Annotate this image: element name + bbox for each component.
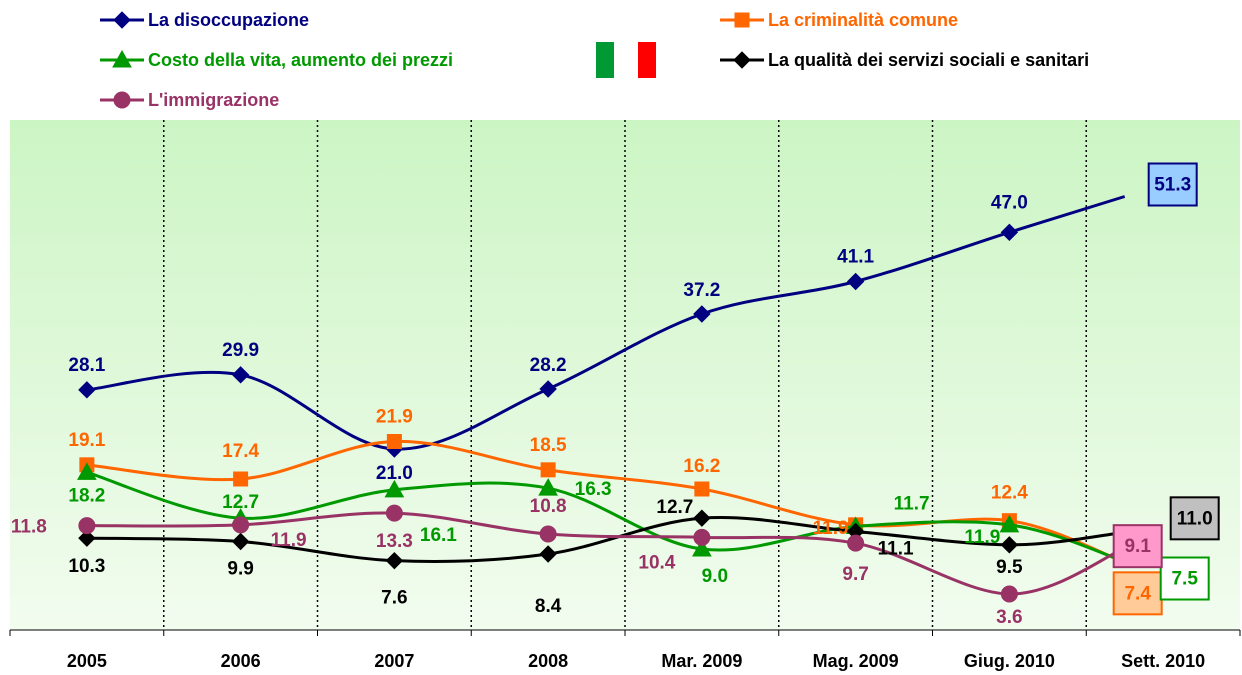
data-label: 13.3: [376, 531, 413, 552]
data-label: 41.1: [837, 247, 874, 268]
marker: [231, 532, 250, 551]
data-label: 10.3: [68, 556, 105, 577]
data-label: 7.6: [381, 588, 407, 609]
marker: [693, 305, 711, 323]
label-box: [1159, 556, 1210, 601]
data-label: 11.7: [894, 494, 930, 515]
marker: [539, 545, 557, 563]
data-label: 16.1: [420, 525, 457, 546]
data-label: 11.0: [1177, 508, 1213, 529]
data-label: 9.9: [227, 559, 253, 580]
legend-label: La qualità dei servizi sociali e sanitar…: [768, 50, 1089, 70]
data-label: 11.1: [878, 539, 914, 560]
marker: [693, 528, 711, 546]
legend-label: Costo della vita, aumento dei prezzi: [148, 50, 453, 70]
label-box: [1112, 571, 1163, 616]
marker: [1000, 536, 1019, 554]
legend-label: L'immigrazione: [148, 90, 279, 110]
data-label: 12.7: [656, 497, 693, 518]
line: [86, 439, 1126, 564]
marker: [692, 538, 712, 557]
legend-label: La criminalità comune: [768, 10, 958, 30]
legend-label: La disoccupazione: [148, 10, 309, 30]
marker: [846, 272, 865, 291]
data-label: 10.4: [638, 552, 675, 573]
data-label: 47.0: [991, 192, 1028, 213]
label-box: [1169, 496, 1220, 541]
x-tick-label: 2006: [221, 651, 261, 671]
data-label: 16.3: [575, 479, 612, 500]
data-label: 28.1: [68, 355, 105, 376]
data-label: 11.9: [271, 530, 307, 551]
marker: [734, 12, 750, 28]
marker: [112, 49, 132, 68]
marker: [540, 462, 556, 478]
marker: [1000, 223, 1019, 242]
x-tick-label: Giug. 2010: [964, 651, 1055, 671]
data-label: 18.5: [530, 435, 567, 456]
marker: [78, 381, 96, 399]
data-label: 21.0: [376, 463, 413, 484]
marker: [999, 514, 1020, 533]
data-label: 3.6: [996, 607, 1022, 628]
data-label: 9.5: [996, 557, 1023, 578]
marker: [847, 534, 865, 552]
marker: [693, 509, 711, 527]
marker: [231, 366, 250, 384]
marker: [733, 51, 751, 69]
data-label: 18.2: [68, 485, 105, 506]
marker: [539, 380, 557, 398]
marker: [233, 471, 249, 487]
marker: [1000, 585, 1018, 603]
data-label: 29.9: [222, 340, 259, 361]
x-tick-label: Mar. 2009: [661, 651, 742, 671]
flag: [596, 42, 656, 78]
marker: [385, 551, 404, 570]
data-label: 28.2: [530, 355, 567, 376]
line: [86, 195, 1126, 451]
data-label: 19.1: [68, 430, 105, 451]
x-tick-label: Sett. 2010: [1121, 651, 1205, 671]
data-label: 10.8: [530, 496, 567, 517]
data-label: 37.2: [683, 280, 720, 301]
marker: [78, 529, 96, 547]
marker: [77, 462, 97, 480]
line: [86, 470, 1126, 563]
x-tick-label: 2005: [67, 651, 107, 671]
label-box: [1147, 162, 1198, 207]
data-label: 12.4: [991, 483, 1028, 504]
data-label: 17.4: [222, 441, 259, 462]
marker: [386, 434, 402, 449]
line: [86, 511, 1126, 596]
data-label: 51.3: [1154, 175, 1191, 196]
data-label: 9.7: [842, 564, 868, 585]
data-label: 21.9: [376, 407, 413, 428]
data-label: 12.7: [222, 492, 259, 513]
marker: [113, 91, 131, 109]
marker: [78, 517, 96, 535]
x-tick-label: 2007: [374, 651, 414, 671]
line: [86, 516, 1125, 563]
data-label: 7.5: [1171, 569, 1198, 590]
x-tick-label: 2008: [528, 651, 568, 671]
x-tick-label: Mag. 2009: [813, 651, 899, 671]
data-label: 11.9: [964, 527, 1000, 548]
marker: [385, 504, 403, 522]
data-label: 16.2: [683, 456, 720, 477]
data-label: 9.1: [1124, 536, 1151, 557]
marker: [113, 11, 131, 29]
label-box: [1112, 524, 1163, 569]
data-label: 7.4: [1124, 583, 1151, 604]
data-label: 11.9: [813, 518, 849, 539]
data-label: 9.0: [702, 566, 728, 587]
data-label: 11.8: [11, 517, 47, 538]
marker: [538, 478, 558, 496]
data-label: 8.4: [535, 596, 562, 617]
marker: [232, 516, 250, 534]
marker: [384, 479, 405, 498]
marker: [539, 525, 557, 543]
marker: [694, 481, 710, 497]
